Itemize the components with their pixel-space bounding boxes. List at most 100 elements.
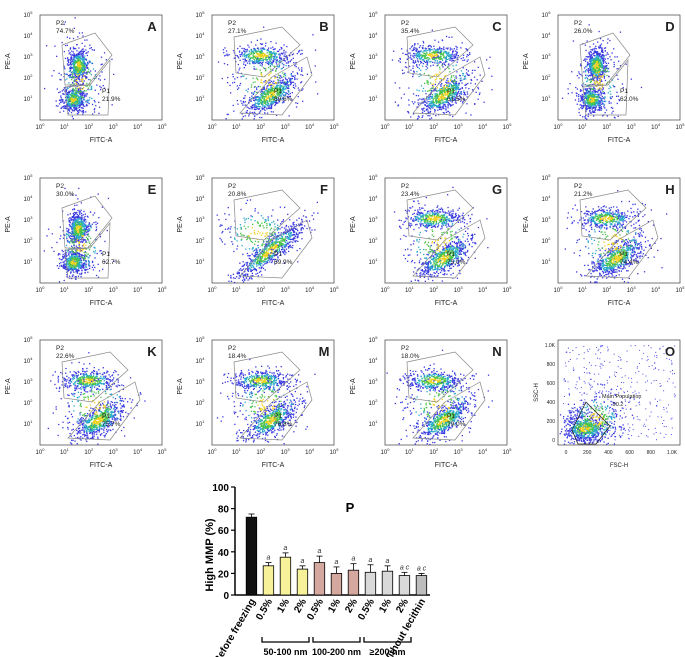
gate-p2 (233, 351, 301, 403)
y-axis-label: PE-A (5, 53, 12, 70)
x-tick-label: 105 (503, 285, 513, 294)
x-tick-label: 102 (256, 122, 266, 131)
gate-label-p2: P2 (228, 20, 236, 27)
y-tick-label: 104 (542, 194, 552, 203)
bar (313, 562, 326, 596)
y-tick-label: 102 (369, 236, 379, 245)
panel-e: 100 101 101 102 102 103 103 104 104 105 105 FITC-A P… (5, 173, 167, 307)
gate-p2 (61, 32, 113, 86)
significance-label: a (335, 559, 339, 566)
panel-letter: N (492, 344, 501, 359)
x-tick-label: 102 (429, 447, 439, 456)
x-tick-label: 102 (84, 447, 94, 456)
x-tick-label: 1% (326, 597, 343, 615)
gate-p2 (61, 351, 129, 403)
y-tick-label: 105 (369, 335, 379, 344)
significance-label: a (386, 558, 390, 565)
y-tick-label: 104 (196, 356, 206, 365)
bar (245, 516, 258, 596)
panel-h: 100 101 101 102 102 103 103 104 104 105 105 FITC-A P… (523, 173, 685, 307)
x-tick-label: 400 (604, 450, 613, 456)
significance-label: a (318, 548, 322, 555)
significance-label: a (352, 556, 356, 563)
x-tick-label: 1% (377, 597, 394, 615)
y-tick-label: 400 (547, 400, 556, 406)
x-tick-label: 103 (109, 285, 119, 294)
y-tick-label: 103 (196, 215, 206, 224)
x-tick-label: 105 (330, 122, 340, 131)
x-tick-label: 101 (405, 122, 415, 131)
gate-label-p2: P2 (56, 183, 64, 190)
gate-value-p1: 75.0% (447, 259, 466, 266)
x-tick-label: 104 (478, 122, 488, 131)
y-tick-label: 200 (547, 419, 556, 425)
gate-value-p1: 74.4% (620, 259, 639, 266)
gate-label-p1: P1 (274, 88, 282, 95)
y-tick-label: 105 (196, 335, 206, 344)
x-tick-label: 101 (60, 447, 70, 456)
y-tick-label: 101 (24, 419, 34, 428)
gate-value-p1: 69.6% (274, 96, 293, 103)
gate-label-p2: P2 (56, 345, 64, 352)
x-tick-label: 102 (429, 122, 439, 131)
x-tick-label: 101 (232, 122, 242, 131)
x-tick-label: 105 (330, 285, 340, 294)
gate-value-p2: 27.1% (228, 28, 247, 35)
y-tick-label: 105 (369, 10, 379, 19)
y-tick-label: 101 (369, 94, 379, 103)
x-axis-label: FITC-A (435, 137, 458, 144)
y-axis-label: PE-A (177, 378, 184, 395)
x-tick-label: 102 (84, 285, 94, 294)
x-tick-label: 105 (676, 122, 685, 131)
x-axis-label: FITC-A (608, 300, 631, 307)
gate-p1 (67, 381, 141, 441)
x-tick-label: 0.5% (305, 597, 326, 622)
x-tick-label: 105 (158, 122, 168, 131)
panel-f: 100 101 101 102 102 103 103 104 104 105 105 FITC-A P… (177, 173, 339, 307)
x-tick-label: 105 (158, 285, 168, 294)
x-tick-label: 100 (36, 122, 46, 131)
y-tick-label: 103 (369, 52, 379, 61)
bar (279, 556, 292, 596)
gate-label-p2: P2 (401, 20, 409, 27)
y-tick-label: 0 (223, 591, 229, 602)
x-axis-label: FITC-A (262, 137, 285, 144)
x-tick-label: 100 (36, 447, 46, 456)
y-tick-label: 105 (196, 173, 206, 182)
y-tick-label: 101 (24, 257, 34, 266)
x-tick-label: 104 (133, 122, 143, 131)
panel-c: 100 101 101 102 102 103 103 104 104 105 105 FITC-A P… (350, 10, 512, 144)
panel-letter: E (148, 182, 157, 197)
gate-value-p2: 35.4% (401, 28, 420, 35)
x-tick-label: 105 (676, 285, 685, 294)
bar (347, 569, 360, 596)
gate-label-p1: P1 (620, 88, 628, 95)
bar (398, 575, 411, 596)
x-axis-label: FITC-A (435, 300, 458, 307)
y-tick-label: 20 (218, 569, 230, 580)
x-tick-label: 600 (625, 450, 634, 456)
x-tick-label: 104 (478, 447, 488, 456)
x-axis-label: FITC-A (90, 462, 113, 469)
panel-a: 100 101 101 102 102 103 103 104 104 105 105 FITC-A P… (5, 10, 167, 144)
panel-letter: D (665, 19, 674, 34)
group-bracket (261, 637, 310, 643)
gate-p2 (406, 26, 474, 78)
y-tick-label: 102 (196, 73, 206, 82)
gate-label-p2: P2 (574, 20, 582, 27)
significance-label: a (284, 545, 288, 552)
y-tick-label: 80 (218, 505, 230, 516)
x-tick-label: 100 (381, 285, 391, 294)
y-tick-label: 0 (552, 438, 555, 444)
bar (364, 571, 377, 596)
x-tick-label: 800 (647, 450, 656, 456)
y-tick-label: 60 (218, 526, 230, 537)
gate-label-p2: P2 (574, 183, 582, 190)
gate-value-p2: 30.0% (56, 191, 75, 198)
gate-value-p1: 62.7% (102, 259, 121, 266)
bar-chart-ylabel: High MMP (%) (204, 518, 216, 591)
gate-p2 (233, 189, 301, 241)
x-tick-label: 101 (232, 285, 242, 294)
x-axis-label: FSC-H (610, 463, 628, 469)
gate-p1 (64, 221, 111, 279)
